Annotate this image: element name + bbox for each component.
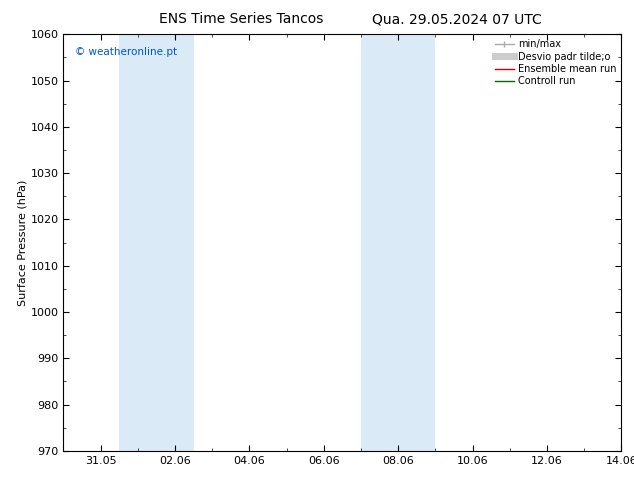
Legend: min/max, Desvio padr tilde;o, Ensemble mean run, Controll run: min/max, Desvio padr tilde;o, Ensemble m… bbox=[493, 37, 618, 88]
Bar bbox=[361, 34, 436, 451]
Text: © weatheronline.pt: © weatheronline.pt bbox=[75, 47, 177, 57]
Y-axis label: Surface Pressure (hPa): Surface Pressure (hPa) bbox=[18, 179, 28, 306]
Bar bbox=[119, 34, 193, 451]
Text: Qua. 29.05.2024 07 UTC: Qua. 29.05.2024 07 UTC bbox=[372, 12, 541, 26]
Text: ENS Time Series Tancos: ENS Time Series Tancos bbox=[158, 12, 323, 26]
